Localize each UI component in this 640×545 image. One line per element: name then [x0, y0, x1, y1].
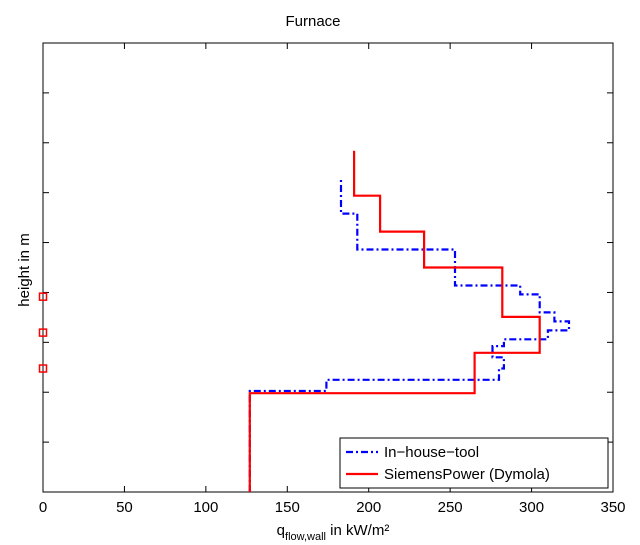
x-axis-label-subscript: flow,wall: [285, 531, 326, 543]
x-tick-label: 0: [39, 499, 47, 516]
x-axis-label-main: q: [277, 522, 285, 539]
legend-label: SiemensPower (Dymola): [384, 466, 550, 483]
axes-frame: [42, 42, 614, 493]
y-axis-label: height in m: [16, 233, 33, 306]
series-line-siemenspower: [248, 150, 541, 492]
x-tick-label: 200: [356, 499, 381, 516]
x-axis-label-rest: in kW/m²: [326, 522, 389, 539]
x-tick-label: 300: [519, 499, 544, 516]
x-tick-label: 100: [193, 499, 218, 516]
plot-area: 0 50 100 150 200 250 300 350 In−house−tool Siemen…: [38, 42, 626, 516]
data-marker: [38, 364, 48, 373]
legend-label: In−house−tool: [384, 444, 479, 461]
x-tick-label: 250: [438, 499, 463, 516]
data-marker: [38, 292, 48, 301]
x-axis-label: qflow,wall in kW/m²: [277, 522, 390, 543]
chart-title: Furnace: [285, 13, 340, 30]
legend-box: [339, 437, 609, 489]
x-tick-label: 150: [275, 499, 300, 516]
data-marker: [38, 328, 48, 337]
x-tick-label: 350: [600, 499, 625, 516]
x-tick-label: 50: [116, 499, 133, 516]
